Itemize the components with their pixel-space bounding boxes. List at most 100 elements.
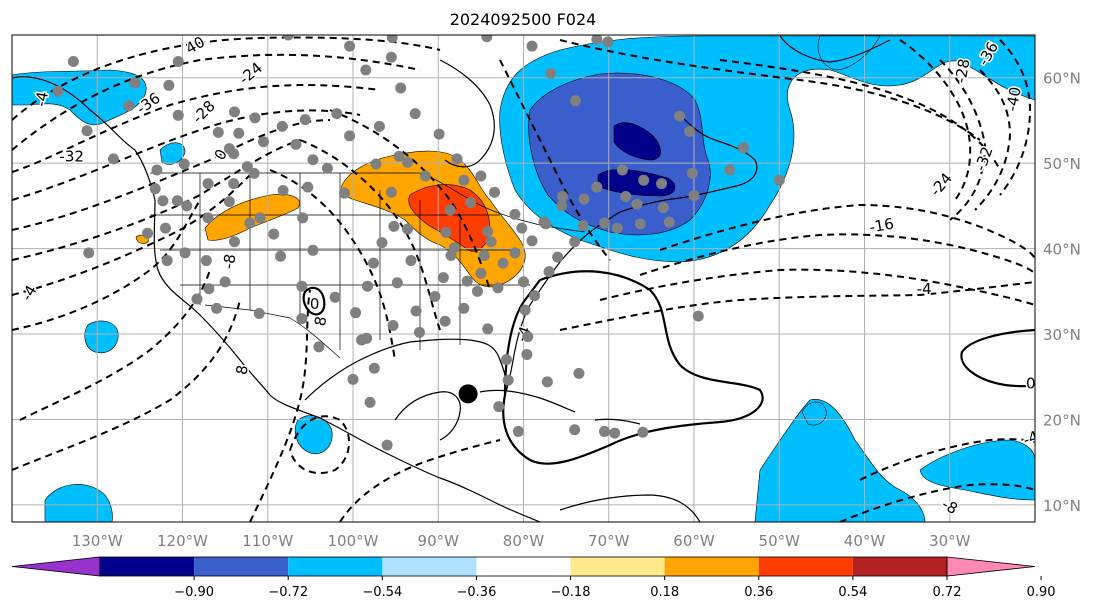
station-dot [402, 156, 414, 168]
contour-label: -32 [59, 147, 84, 165]
station-dot [81, 125, 93, 137]
contour-16e [659, 203, 1035, 261]
station-dot [540, 218, 552, 230]
station-dot [637, 426, 649, 438]
station-dot [329, 291, 341, 303]
coast-greenland [779, 35, 891, 63]
station-dot [570, 95, 582, 107]
station-dot [413, 326, 425, 338]
station-dot [526, 40, 538, 52]
station-dot [509, 208, 521, 220]
station-dot [83, 247, 95, 259]
lat-tick-label: 50°N [1043, 155, 1081, 173]
station-dot [67, 55, 79, 67]
coast-hudson-bay [439, 59, 495, 168]
station-dot [591, 181, 603, 193]
colorbar-segment [570, 557, 665, 576]
station-dot [347, 373, 359, 385]
station-dot [444, 204, 456, 216]
contour-label: -40 [1003, 85, 1025, 112]
station-dot [388, 220, 400, 232]
station-dot [179, 247, 191, 259]
station-dot [321, 162, 333, 174]
contour-28 [12, 109, 361, 201]
station-dot [257, 136, 269, 148]
station-dot [171, 195, 183, 207]
station-dot [598, 425, 610, 437]
station-dot [376, 237, 388, 249]
station-dot [386, 35, 398, 44]
map-frame [11, 34, 1036, 523]
station-dot [500, 354, 512, 366]
station-dot [458, 174, 470, 186]
station-dot [391, 277, 403, 289]
contour-e6 [939, 59, 987, 221]
station-dot [471, 285, 483, 297]
lon-tick-label: 110°W [242, 532, 293, 550]
coast-yucatan [394, 391, 461, 441]
station-dot [516, 222, 528, 234]
station-dot [405, 255, 417, 267]
station-dot [302, 181, 314, 193]
colorbar-extend-high [946, 556, 1036, 577]
station-dot [663, 216, 675, 228]
contour-0-west [960, 328, 1035, 388]
station-dot [172, 55, 184, 67]
borders [150, 172, 586, 359]
station-dot [172, 109, 184, 121]
station-dot [123, 100, 135, 112]
contour-4-se [859, 438, 1035, 481]
station-dot [433, 128, 445, 140]
station-dot [191, 293, 203, 305]
station-dot [557, 190, 569, 202]
station-dot [573, 367, 585, 379]
colorbar-tick-label: 0.72 [933, 585, 962, 600]
contour-4-south [339, 439, 501, 522]
lon-tick-label: 40°W [844, 532, 886, 550]
station-dot [502, 374, 514, 386]
station-dot [249, 112, 261, 124]
contour-e2 [719, 59, 1001, 171]
station-dot [688, 190, 700, 202]
station-dot [241, 161, 253, 173]
contour-canada-ne [499, 59, 611, 261]
station-dot [569, 236, 581, 248]
contour-32 [12, 84, 381, 173]
contour-4e [559, 281, 1035, 331]
station-dot [458, 302, 470, 314]
contour-lakes [329, 109, 491, 291]
station-dot [773, 174, 785, 186]
contour-label: -16 [868, 215, 895, 237]
station-dot [385, 186, 397, 198]
station-dot [616, 164, 628, 176]
station-dot [437, 272, 449, 284]
contour-12 [12, 199, 201, 331]
coastlines [12, 35, 891, 522]
border-us-canada [150, 172, 586, 233]
colorbar-segment [758, 557, 853, 576]
contour-label: -8 [219, 252, 239, 270]
station-dot [577, 220, 589, 232]
station-dot [543, 266, 555, 278]
station-dot [229, 106, 241, 118]
station-dot [313, 341, 325, 353]
station-dot [409, 108, 421, 120]
coast-cuba [479, 389, 576, 413]
colorbar-segment [194, 557, 289, 576]
coast-south-america [559, 494, 701, 522]
lon-tick-label: 100°W [328, 532, 379, 550]
station-dot [569, 424, 581, 436]
station-dot [439, 315, 451, 327]
colorbar-tick-label: −0.54 [362, 585, 402, 600]
station-dot [142, 227, 154, 239]
station-dot [465, 196, 477, 208]
station-dot [277, 184, 289, 196]
station-dot [159, 222, 171, 234]
coast-gulf [304, 338, 507, 401]
lon-tick-label: 90°W [418, 532, 460, 550]
station-dot [212, 126, 224, 138]
coast-east-us [504, 211, 621, 396]
station-dot [429, 290, 441, 302]
station-dot [475, 170, 487, 182]
